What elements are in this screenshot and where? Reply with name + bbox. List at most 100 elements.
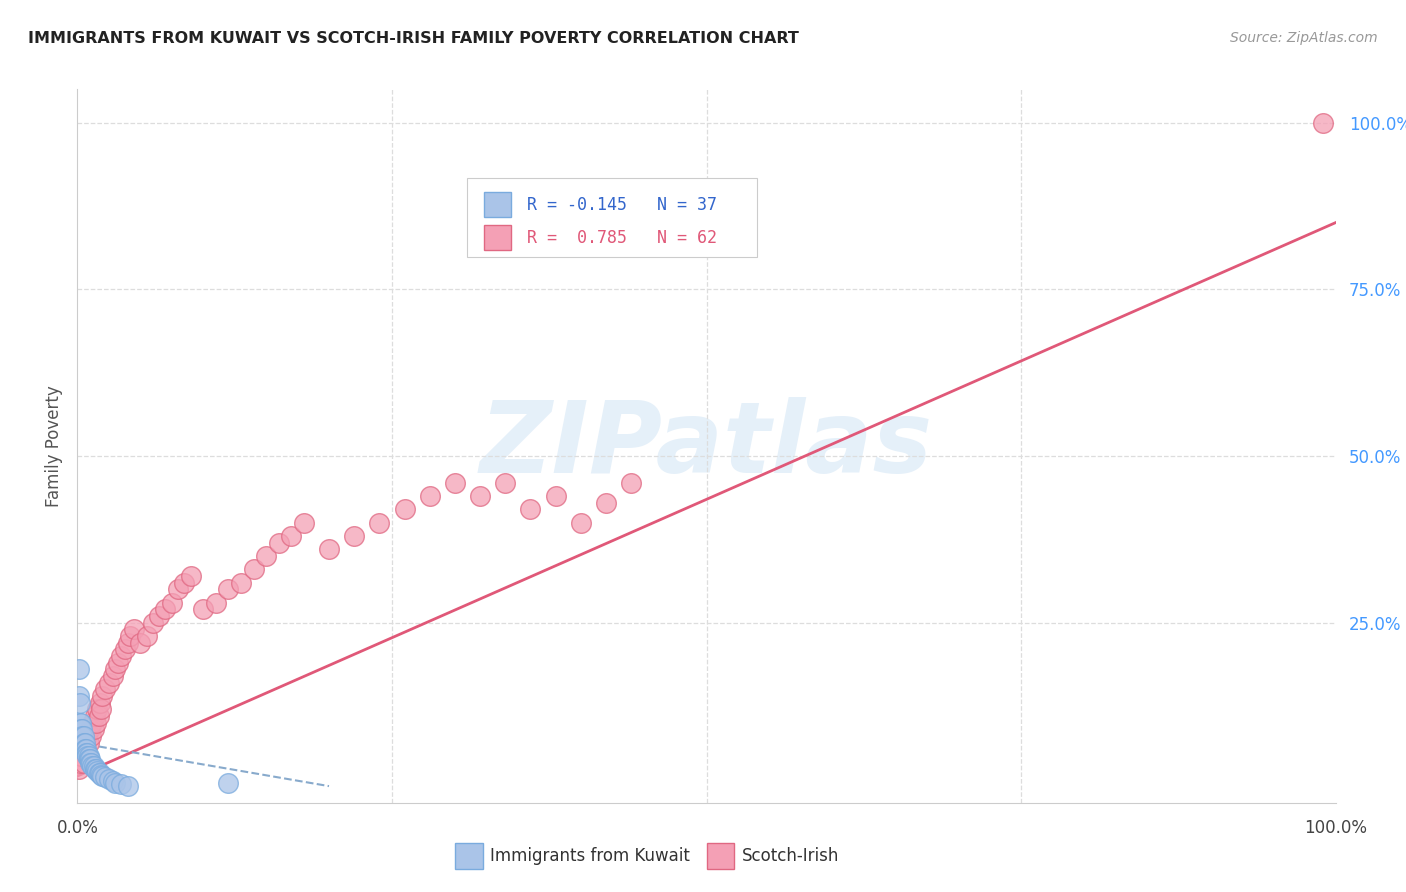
Text: R = -0.145   N = 37: R = -0.145 N = 37 xyxy=(527,196,717,214)
Point xyxy=(101,774,124,789)
Point xyxy=(90,768,112,782)
Point xyxy=(67,662,90,676)
Point xyxy=(73,736,96,750)
Point xyxy=(79,752,101,766)
Point xyxy=(80,729,103,743)
Point xyxy=(69,696,91,710)
Point xyxy=(67,689,90,703)
Point xyxy=(76,729,98,743)
Point xyxy=(91,689,114,703)
Point xyxy=(419,489,441,503)
Point xyxy=(84,709,107,723)
Point xyxy=(129,636,152,650)
Point xyxy=(70,723,93,737)
Point xyxy=(191,602,215,616)
Point xyxy=(318,542,340,557)
Point xyxy=(97,772,120,787)
Bar xyxy=(707,844,734,869)
Point xyxy=(104,662,127,676)
Point xyxy=(82,715,104,730)
Point xyxy=(76,749,98,764)
Text: ZIPatlas: ZIPatlas xyxy=(479,398,934,494)
Bar xyxy=(456,844,482,869)
Point xyxy=(86,702,108,716)
Point xyxy=(280,529,302,543)
Y-axis label: Family Poverty: Family Poverty xyxy=(45,385,63,507)
Text: Source: ZipAtlas.com: Source: ZipAtlas.com xyxy=(1230,31,1378,45)
Point xyxy=(77,749,100,764)
Point xyxy=(120,629,142,643)
Text: Scotch-Irish: Scotch-Irish xyxy=(742,847,839,865)
Point xyxy=(70,749,93,764)
Point xyxy=(69,715,91,730)
Point xyxy=(72,736,94,750)
Point xyxy=(69,756,91,770)
Point xyxy=(75,742,97,756)
Point xyxy=(135,629,157,643)
Point xyxy=(91,769,114,783)
Point xyxy=(229,575,252,590)
Point xyxy=(67,763,90,777)
Point xyxy=(89,696,111,710)
Point xyxy=(122,623,145,637)
Point xyxy=(83,759,105,773)
Bar xyxy=(484,193,512,218)
Point xyxy=(73,742,96,756)
Point xyxy=(104,776,127,790)
Point xyxy=(76,746,98,760)
Point xyxy=(292,516,315,530)
Point xyxy=(444,475,467,490)
Point xyxy=(77,736,100,750)
Point xyxy=(77,752,100,766)
Point xyxy=(94,771,117,785)
Text: R =  0.785   N = 62: R = 0.785 N = 62 xyxy=(527,228,717,246)
Point xyxy=(1312,115,1334,129)
Point xyxy=(217,776,239,790)
Point xyxy=(494,475,516,490)
Point xyxy=(468,489,491,503)
Point xyxy=(204,596,226,610)
Point xyxy=(70,715,93,730)
Point xyxy=(90,702,112,716)
Point xyxy=(86,764,108,778)
Point xyxy=(84,715,107,730)
Point xyxy=(75,746,97,760)
Point xyxy=(254,549,277,563)
Point xyxy=(110,649,132,664)
Point xyxy=(117,636,139,650)
Point xyxy=(519,502,541,516)
Point xyxy=(84,763,107,777)
Point xyxy=(110,777,132,791)
Point xyxy=(79,756,101,770)
Point xyxy=(72,756,94,770)
Point xyxy=(87,709,110,723)
Point xyxy=(595,496,617,510)
Point xyxy=(89,765,111,780)
Point xyxy=(72,723,94,737)
Point xyxy=(368,516,391,530)
Text: IMMIGRANTS FROM KUWAIT VS SCOTCH-IRISH FAMILY POVERTY CORRELATION CHART: IMMIGRANTS FROM KUWAIT VS SCOTCH-IRISH F… xyxy=(28,31,799,46)
Point xyxy=(148,609,170,624)
Point xyxy=(160,596,183,610)
Text: Immigrants from Kuwait: Immigrants from Kuwait xyxy=(491,847,690,865)
Point xyxy=(87,765,110,780)
Point xyxy=(173,575,195,590)
Point xyxy=(544,489,567,503)
Point xyxy=(84,763,107,777)
Point xyxy=(343,529,366,543)
Point xyxy=(167,582,190,597)
Point xyxy=(83,723,105,737)
Point xyxy=(569,516,592,530)
Point xyxy=(72,729,94,743)
Point xyxy=(620,475,643,490)
Point xyxy=(72,729,94,743)
Point xyxy=(101,669,124,683)
Point xyxy=(217,582,239,597)
Point xyxy=(79,723,101,737)
FancyBboxPatch shape xyxy=(467,178,756,257)
Point xyxy=(114,642,136,657)
Point xyxy=(72,742,94,756)
Point xyxy=(94,682,117,697)
Point xyxy=(394,502,416,516)
Point xyxy=(267,535,290,549)
